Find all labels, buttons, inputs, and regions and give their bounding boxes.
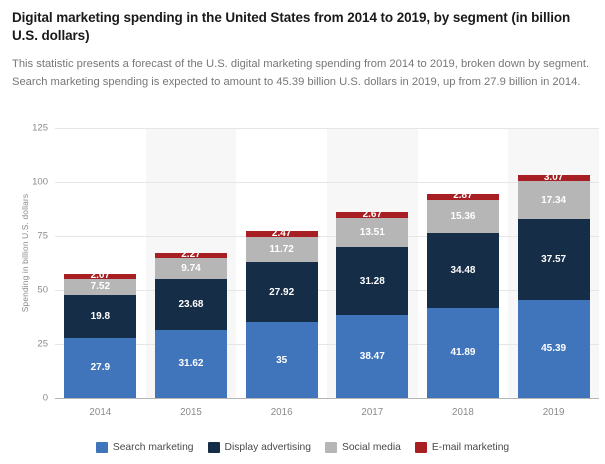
y-axis-tick-label: 25 [37, 338, 48, 350]
bar-value-label: 2.87 [453, 190, 473, 202]
bar-value-label: 27.9 [90, 362, 111, 374]
bar-stack[interactable]: 2.07 7.52 19.8 27.9 [64, 128, 137, 398]
bar-value-label: 31.28 [359, 275, 385, 287]
x-axis-tick-label: 2016 [270, 407, 293, 418]
bar-value-label: 3.07 [543, 171, 564, 183]
bar-stack[interactable]: 2.27 9.74 23.68 31.62 [154, 128, 227, 398]
bar-segment[interactable]: 41.89 [426, 307, 499, 398]
chart-area: Spending in billion U.S. dollars 0 25 50 75… [0, 118, 605, 428]
bar-stack[interactable]: 2.47 11.72 27.92 35 [245, 128, 318, 398]
legend-swatch [207, 442, 220, 453]
gridline [55, 236, 599, 237]
bar-value-label: 7.52 [90, 281, 111, 293]
gridline [55, 128, 599, 129]
x-axis-tick-label: 2019 [542, 407, 565, 418]
bar-segment[interactable]: 7.52 [64, 278, 137, 295]
bar-segment[interactable]: 37.57 [517, 218, 590, 300]
y-axis-tick-label: 125 [32, 122, 48, 134]
bar-segment[interactable]: 2.67 [336, 208, 409, 220]
gridline [55, 344, 599, 345]
legend-swatch [414, 442, 427, 453]
legend-item[interactable]: Display advertising [207, 442, 311, 453]
legend-item[interactable]: Search marketing [95, 442, 194, 453]
y-axis-tick-label: 75 [37, 230, 48, 242]
bar-segment[interactable]: 27.92 [245, 262, 318, 323]
bar-segment[interactable]: 9.74 [154, 257, 227, 279]
bar-value-label: 35 [276, 354, 288, 366]
x-axis-tick-label: 2018 [452, 407, 474, 418]
bar-value-label: 17.34 [541, 194, 567, 206]
plot-region: 0 25 50 75 100 125 2.07 7.52 19.8 27.9 2.27 9.74 23… [32, 123, 599, 418]
bar-value-label: 41.89 [450, 347, 476, 359]
bar-value-label: 2.27 [181, 248, 201, 260]
x-axis-tick-label: 2014 [89, 407, 112, 418]
bar-value-label: 19.8 [90, 310, 111, 322]
bar-value-label: 34.48 [450, 264, 476, 276]
chart-legend: Search marketing Display advertising Socia… [0, 442, 605, 453]
bar-group: 2.07 7.52 19.8 27.9 2.27 9.74 23.68 31.62 2.47 11… [55, 128, 599, 398]
bar-segment[interactable]: 34.48 [426, 233, 499, 308]
bar-segment[interactable]: 31.62 [154, 329, 227, 398]
bar-value-label: 27.92 [269, 286, 295, 298]
bar-segment[interactable]: 19.8 [64, 294, 137, 338]
bar-segment[interactable]: 23.68 [154, 278, 227, 330]
bar-stack[interactable]: 3.07 17.34 37.57 45.39 [517, 128, 590, 398]
bar-segment[interactable]: 15.36 [426, 199, 499, 234]
bar-segment[interactable]: 11.72 [245, 236, 318, 263]
bar-stack[interactable]: 2.67 13.51 31.28 38.47 [336, 128, 409, 398]
legend-label: E-mail marketing [431, 442, 510, 453]
page-title: Digital marketing spending in the United… [12, 10, 571, 44]
bar-value-label: 23.68 [178, 298, 204, 310]
bar-value-label: 15.36 [450, 210, 476, 222]
bar-segment[interactable]: 2.87 [426, 190, 499, 201]
legend-label: Search marketing [112, 442, 194, 453]
gridline [55, 290, 599, 291]
legend-label: Social media [341, 442, 401, 453]
legend-label: Display advertising [224, 442, 311, 453]
y-axis-title: Spending in billion U.S. dollars [20, 193, 30, 313]
bar-segment[interactable]: 35 [245, 322, 318, 398]
gridline [55, 398, 599, 399]
bar-value-label: 2.07 [90, 270, 111, 282]
legend-swatch [324, 442, 337, 453]
bar-value-label: 13.51 [359, 227, 385, 239]
bar-value-label: 45.39 [541, 343, 567, 355]
legend-item[interactable]: Social media [324, 442, 401, 453]
y-axis-tick-label: 50 [37, 284, 48, 296]
bar-value-label: 2.47 [271, 227, 292, 239]
bar-value-label: 38.47 [359, 350, 385, 362]
bar-value-label: 2.67 [362, 208, 383, 220]
bar-segment[interactable]: 2.47 [245, 227, 318, 239]
bar-segment[interactable]: 3.07 [517, 171, 590, 183]
gridline [55, 182, 599, 183]
bar-stack[interactable]: 2.87 15.36 34.48 41.89 [426, 128, 499, 398]
x-axis-labels: 2014 2015 2016 2017 2018 2019 [55, 398, 599, 418]
y-axis-tick-label: 100 [32, 176, 48, 188]
bar-segment[interactable]: 38.47 [336, 314, 409, 398]
bar-segment[interactable]: 2.27 [154, 249, 227, 260]
bar-segment[interactable]: 2.07 [64, 270, 137, 281]
page-description: This statistic presents a forecast of th… [12, 58, 590, 89]
bar-segment[interactable]: 31.28 [336, 247, 409, 315]
bar-value-label: 11.72 [269, 243, 294, 255]
y-axis-tick-label: 0 [42, 392, 48, 404]
bar-value-label: 9.74 [181, 262, 201, 274]
bar-value-label: 37.57 [541, 253, 567, 265]
bar-segment[interactable]: 17.34 [517, 181, 590, 219]
x-axis-tick-label: 2017 [361, 407, 384, 418]
legend-swatch [95, 442, 108, 453]
bar-segment[interactable]: 45.39 [517, 299, 590, 398]
bar-value-label: 31.62 [178, 358, 204, 370]
x-axis-tick-label: 2015 [180, 407, 202, 418]
legend-item[interactable]: E-mail marketing [414, 442, 510, 453]
bar-segment[interactable]: 13.51 [336, 218, 409, 248]
bar-segment[interactable]: 27.9 [64, 337, 137, 398]
